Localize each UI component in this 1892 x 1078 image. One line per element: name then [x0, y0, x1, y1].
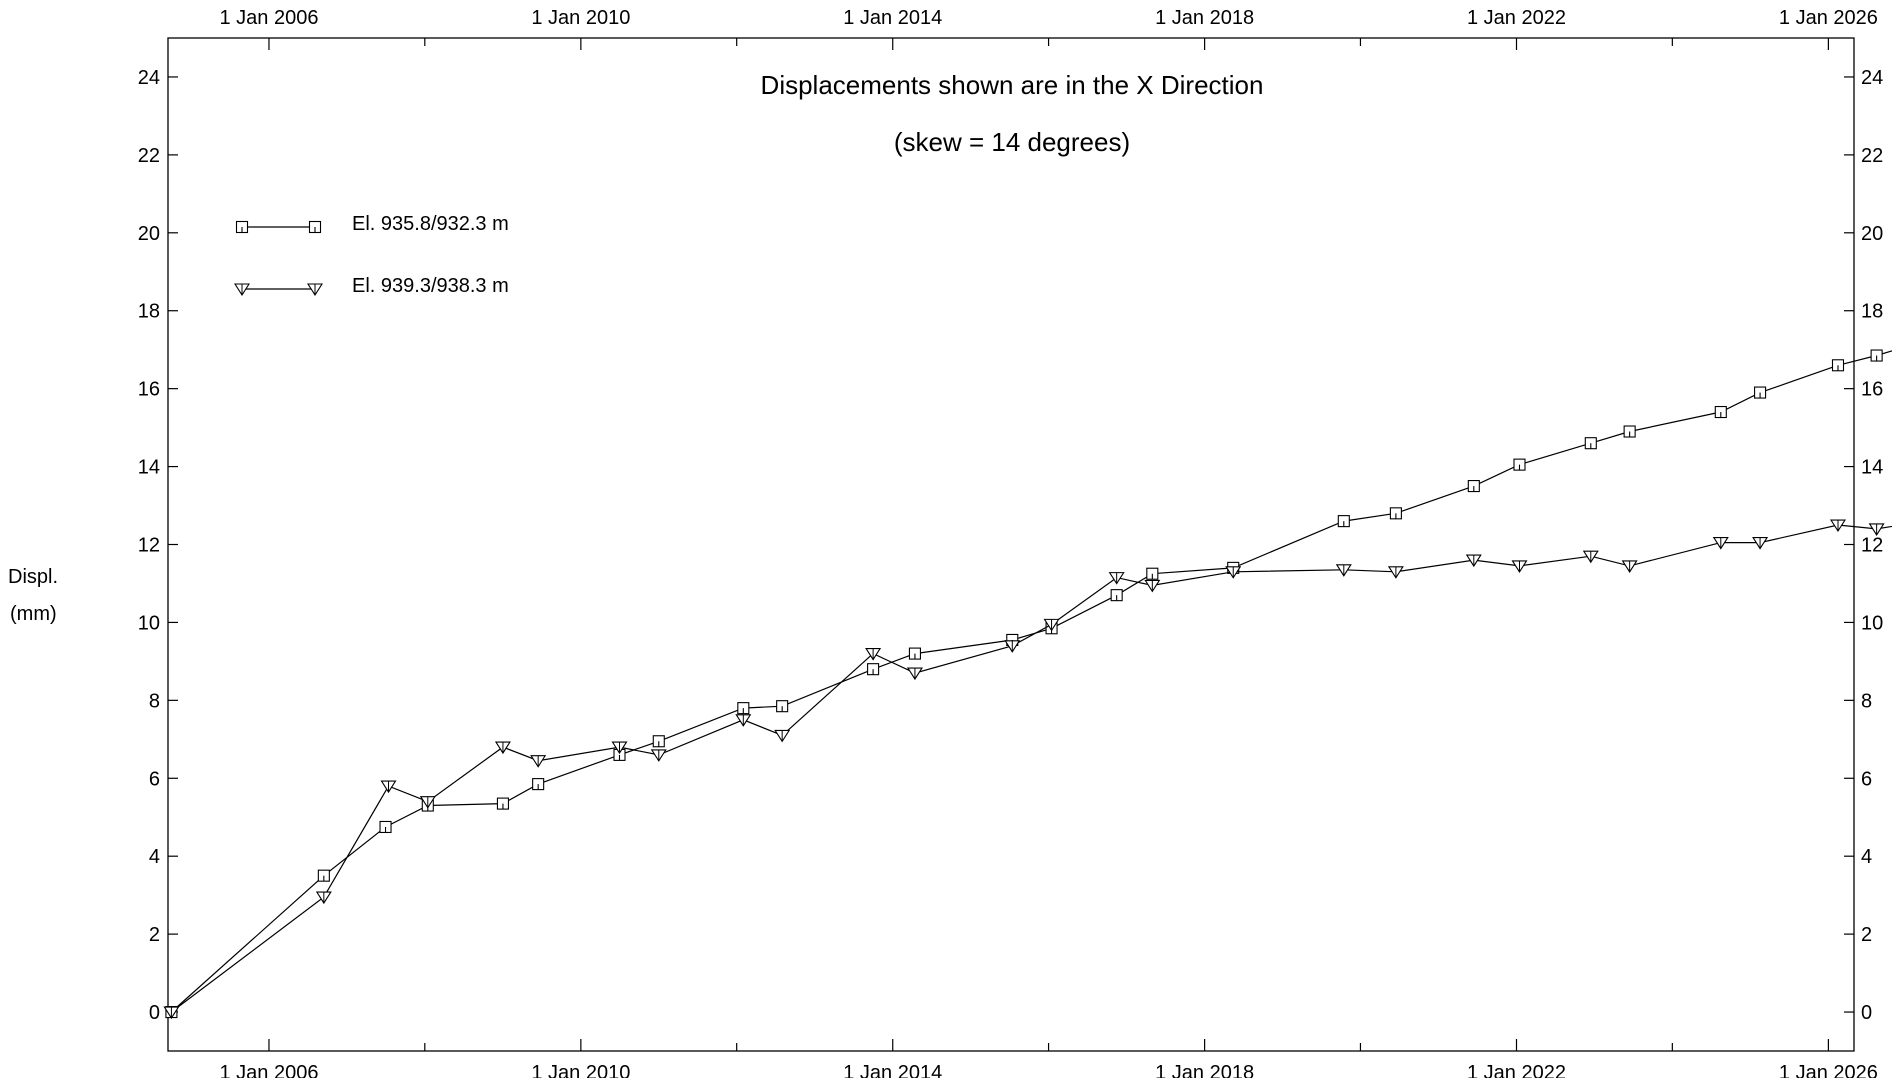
- y-axis-label-line1: Displ.: [8, 566, 58, 588]
- series-1-line: [171, 208, 1892, 1013]
- series-1-point: [1832, 360, 1843, 371]
- series-1-point: [1338, 516, 1349, 527]
- series-2-point: [908, 668, 922, 679]
- series-2-point: [1389, 567, 1403, 578]
- x-tick-label-bottom: 1 Jan 2010: [531, 1062, 630, 1078]
- y-tick-label-right: 20: [1861, 223, 1883, 245]
- x-tick-label-bottom: 1 Jan 2026: [1779, 1062, 1878, 1078]
- legend-label: El. 935.8/932.3 m: [352, 213, 509, 235]
- y-tick-label-right: 16: [1861, 379, 1883, 401]
- x-tick-label-top: 1 Jan 2010: [531, 7, 630, 29]
- series-1-point: [1871, 350, 1882, 361]
- y-tick-label-left: 8: [149, 690, 160, 712]
- series-1-point: [777, 701, 788, 712]
- chart-title: Displacements shown are in the X Directi…: [761, 70, 1264, 100]
- series-1: [166, 202, 1892, 1018]
- y-tick-label-left: 12: [138, 535, 160, 557]
- x-tick-label-bottom: 1 Jan 2006: [219, 1062, 318, 1078]
- series-layer: [164, 202, 1892, 1018]
- chart-subtitle: (skew = 14 degrees): [894, 127, 1130, 157]
- legend-marker: [310, 222, 321, 233]
- series-2-point: [1005, 641, 1019, 652]
- y-tick-label-left: 20: [138, 223, 160, 245]
- series-2-point: [382, 781, 396, 792]
- y-tick-label-left: 24: [138, 67, 160, 89]
- y-tick-label-left: 22: [138, 145, 160, 167]
- series-1-point: [1624, 426, 1635, 437]
- y-tick-label-left: 0: [149, 1002, 160, 1024]
- series-2-point: [1870, 524, 1884, 535]
- series-2-point: [496, 742, 510, 753]
- y-tick-label-left: 14: [138, 457, 160, 479]
- y-tick-label-left: 16: [138, 379, 160, 401]
- series-1-point: [653, 736, 664, 747]
- series-1-point: [909, 648, 920, 659]
- y-axis-label-line2: (mm): [10, 603, 57, 625]
- y-tick-label-left: 6: [149, 768, 160, 790]
- plot-frame: [168, 38, 1854, 1051]
- series-1-point: [1755, 387, 1766, 398]
- x-tick-label-top: 1 Jan 2006: [219, 7, 318, 29]
- y-tick-label-left: 10: [138, 612, 160, 634]
- legend-item: El. 939.3/938.3 m: [235, 275, 509, 297]
- y-tick-label-right: 2: [1861, 924, 1872, 946]
- series-2-point: [736, 715, 750, 726]
- x-tick-label-top: 1 Jan 2014: [843, 7, 942, 29]
- series-1-point: [868, 664, 879, 675]
- y-tick-label-right: 0: [1861, 1002, 1872, 1024]
- y-tick-label-right: 22: [1861, 145, 1883, 167]
- x-tick-label-top: 1 Jan 2018: [1155, 7, 1254, 29]
- x-tick-label-bottom: 1 Jan 2014: [843, 1062, 942, 1078]
- text-layer: Displacements shown are in the X Directi…: [8, 70, 1263, 625]
- y-tick-label-right: 24: [1861, 67, 1883, 89]
- series-1-point: [1585, 438, 1596, 449]
- x-tick-label-top: 1 Jan 2022: [1467, 7, 1566, 29]
- x-tick-label-top: 1 Jan 2026: [1779, 7, 1878, 29]
- series-1-point: [1390, 508, 1401, 519]
- y-tick-label-left: 18: [138, 301, 160, 323]
- series-1-point: [380, 821, 391, 832]
- y-tick-label-left: 2: [149, 924, 160, 946]
- series-2-point: [775, 730, 789, 741]
- series-2-point: [652, 750, 666, 761]
- legend-item: El. 935.8/932.3 m: [237, 213, 509, 235]
- series-1-point: [1715, 407, 1726, 418]
- series-2: [164, 479, 1892, 1018]
- y-tick-label-left: 4: [149, 846, 160, 868]
- x-tick-label-bottom: 1 Jan 2018: [1155, 1062, 1254, 1078]
- series-2-point: [531, 756, 545, 767]
- y-tick-label-right: 8: [1861, 690, 1872, 712]
- x-tick-label-bottom: 1 Jan 2022: [1467, 1062, 1566, 1078]
- y-tick-label-right: 14: [1861, 457, 1883, 479]
- legend: El. 935.8/932.3 m El. 939.3/938.3 m: [235, 213, 509, 297]
- legend-marker: [237, 222, 248, 233]
- y-tick-label-right: 4: [1861, 846, 1872, 868]
- series-1-point: [738, 703, 749, 714]
- series-1-point: [1147, 568, 1158, 579]
- y-tick-label-right: 10: [1861, 612, 1883, 634]
- series-1-point: [1111, 590, 1122, 601]
- legend-label: El. 939.3/938.3 m: [352, 275, 509, 297]
- series-2-point: [1145, 580, 1159, 591]
- series-1-point: [1514, 459, 1525, 470]
- series-1-point: [1468, 481, 1479, 492]
- series-1-point: [497, 798, 508, 809]
- series-2-point: [1623, 561, 1637, 572]
- y-tick-label-right: 18: [1861, 301, 1883, 323]
- y-tick-label-right: 12: [1861, 535, 1883, 557]
- series-2-point: [1512, 561, 1526, 572]
- y-tick-label-right: 6: [1861, 768, 1872, 790]
- series-1-point: [318, 870, 329, 881]
- series-1-point: [533, 779, 544, 790]
